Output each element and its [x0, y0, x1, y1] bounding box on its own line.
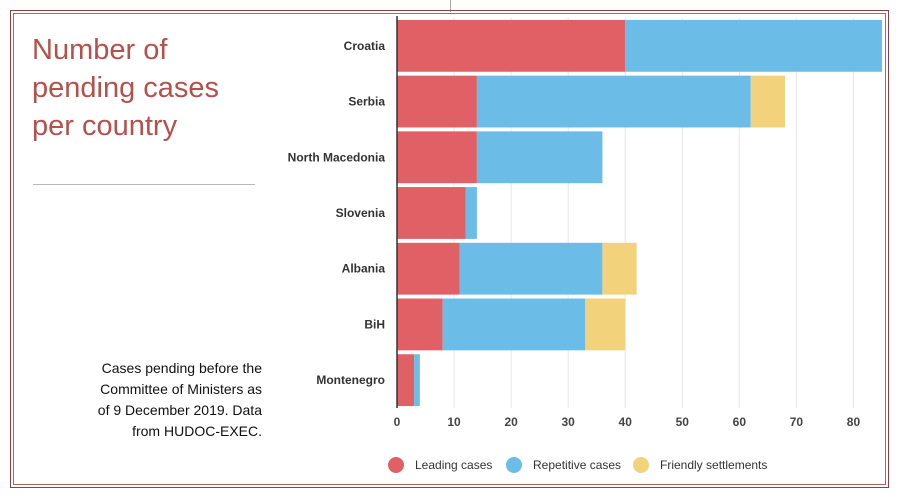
- bar-leading-north-macedonia: [397, 131, 477, 184]
- bar-leading-croatia: [397, 19, 626, 72]
- legend-label: Leading cases: [415, 458, 492, 472]
- bar-friendly-bih: [585, 298, 626, 351]
- bar-repetitive-serbia: [476, 75, 751, 128]
- bar-repetitive-north-macedonia: [476, 131, 603, 184]
- bar-repetitive-albania: [459, 242, 603, 295]
- title-divider: [33, 184, 255, 185]
- category-label: BiH: [364, 317, 385, 331]
- bar-leading-serbia: [397, 75, 477, 128]
- x-tick-label: 50: [676, 415, 690, 429]
- x-tick-label: 10: [447, 415, 461, 429]
- x-tick-label: 0: [394, 415, 401, 429]
- legend-swatch-friendly: [633, 457, 649, 473]
- bar-repetitive-montenegro: [414, 354, 420, 407]
- x-tick-label: 40: [619, 415, 633, 429]
- top-tick-mark: [450, 0, 451, 12]
- chart-caption: Cases pending before the Committee of Mi…: [97, 360, 262, 439]
- bar-friendly-albania: [602, 242, 637, 295]
- bar-leading-slovenia: [397, 187, 466, 239]
- bar-repetitive-slovenia: [465, 187, 477, 239]
- x-tick-label: 30: [561, 415, 575, 429]
- category-label: North Macedonia: [288, 150, 386, 164]
- x-tick-label: 20: [504, 415, 518, 429]
- x-tick-label: 70: [790, 415, 804, 429]
- category-label: Slovenia: [336, 206, 386, 220]
- legend-swatch-repetitive: [506, 457, 522, 473]
- bar-leading-montenegro: [397, 354, 415, 407]
- bar-repetitive-croatia: [625, 19, 882, 72]
- bar-leading-albania: [397, 242, 460, 295]
- legend-label: Friendly settlements: [660, 458, 767, 472]
- category-label: Montenegro: [316, 373, 385, 387]
- category-label: Serbia: [348, 95, 385, 109]
- x-tick-label: 80: [847, 415, 861, 429]
- bar-repetitive-bih: [442, 298, 586, 351]
- bar-leading-bih: [397, 298, 443, 351]
- chart-title: Number of pending cases per country: [32, 34, 220, 142]
- category-label: Albania: [342, 262, 386, 276]
- slide-frame-inner: [13, 13, 886, 485]
- legend-label: Repetitive cases: [533, 458, 621, 472]
- legend-swatch-leading: [388, 457, 404, 473]
- slide-frame-outer: [10, 10, 889, 488]
- bar-friendly-serbia: [750, 75, 785, 128]
- category-label: Croatia: [344, 39, 386, 53]
- x-tick-label: 60: [733, 415, 747, 429]
